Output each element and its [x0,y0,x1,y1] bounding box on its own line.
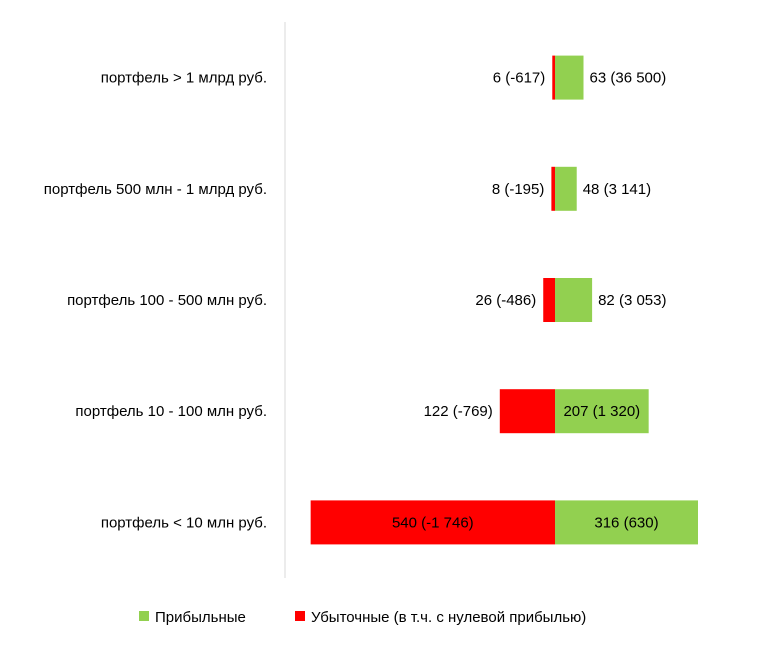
legend-label-profitable: Прибыльные [155,609,246,626]
bars [310,55,698,545]
category-label: портфель 500 млн - 1 млрд руб. [44,181,267,198]
legend-label-loss: Убыточные (в т.ч. с нулевой прибылью) [311,609,586,626]
bar-profitable [555,166,577,211]
legend-swatch-loss [295,611,305,621]
legend: Прибыльные Убыточные (в т.ч. с нулевой п… [139,609,586,626]
category-label: портфель 100 - 500 млн руб. [67,292,267,309]
value-label-profitable: 207 (1 320) [563,403,640,420]
value-labels: 6 (-617) 63 (36 500) 8 (-195) 48 (3 141) 26 … [392,70,667,532]
category-labels: портфель > 1 млрд руб. портфель 500 млн -… [44,70,267,532]
value-label-loss: 26 (-486) [475,292,536,309]
bar-profitable [555,500,698,545]
value-label-loss: 6 (-617) [493,70,546,87]
category-label: портфель > 1 млрд руб. [101,70,267,87]
value-label-loss: 540 (-1 746) [392,514,474,531]
legend-swatch-profitable [139,611,149,621]
bar-loss [552,55,555,100]
value-label-loss: 122 (-769) [424,403,493,420]
value-label-profitable: 48 (3 141) [583,181,651,198]
bar-profitable [555,278,593,322]
value-label-loss: 8 (-195) [492,181,545,198]
value-label-profitable: 63 (36 500) [590,70,667,87]
category-label: портфель < 10 млн руб. [101,514,267,531]
bar-loss [499,389,555,434]
value-label-profitable: 82 (3 053) [598,292,666,309]
bar-profitable [555,389,649,434]
bar-profitable [555,55,584,100]
category-label: портфель 10 - 100 млн руб. [75,403,267,420]
bar-loss [543,278,555,322]
bar-loss [551,166,555,211]
bar-loss [310,500,555,545]
value-label-profitable: 316 (630) [594,514,658,531]
